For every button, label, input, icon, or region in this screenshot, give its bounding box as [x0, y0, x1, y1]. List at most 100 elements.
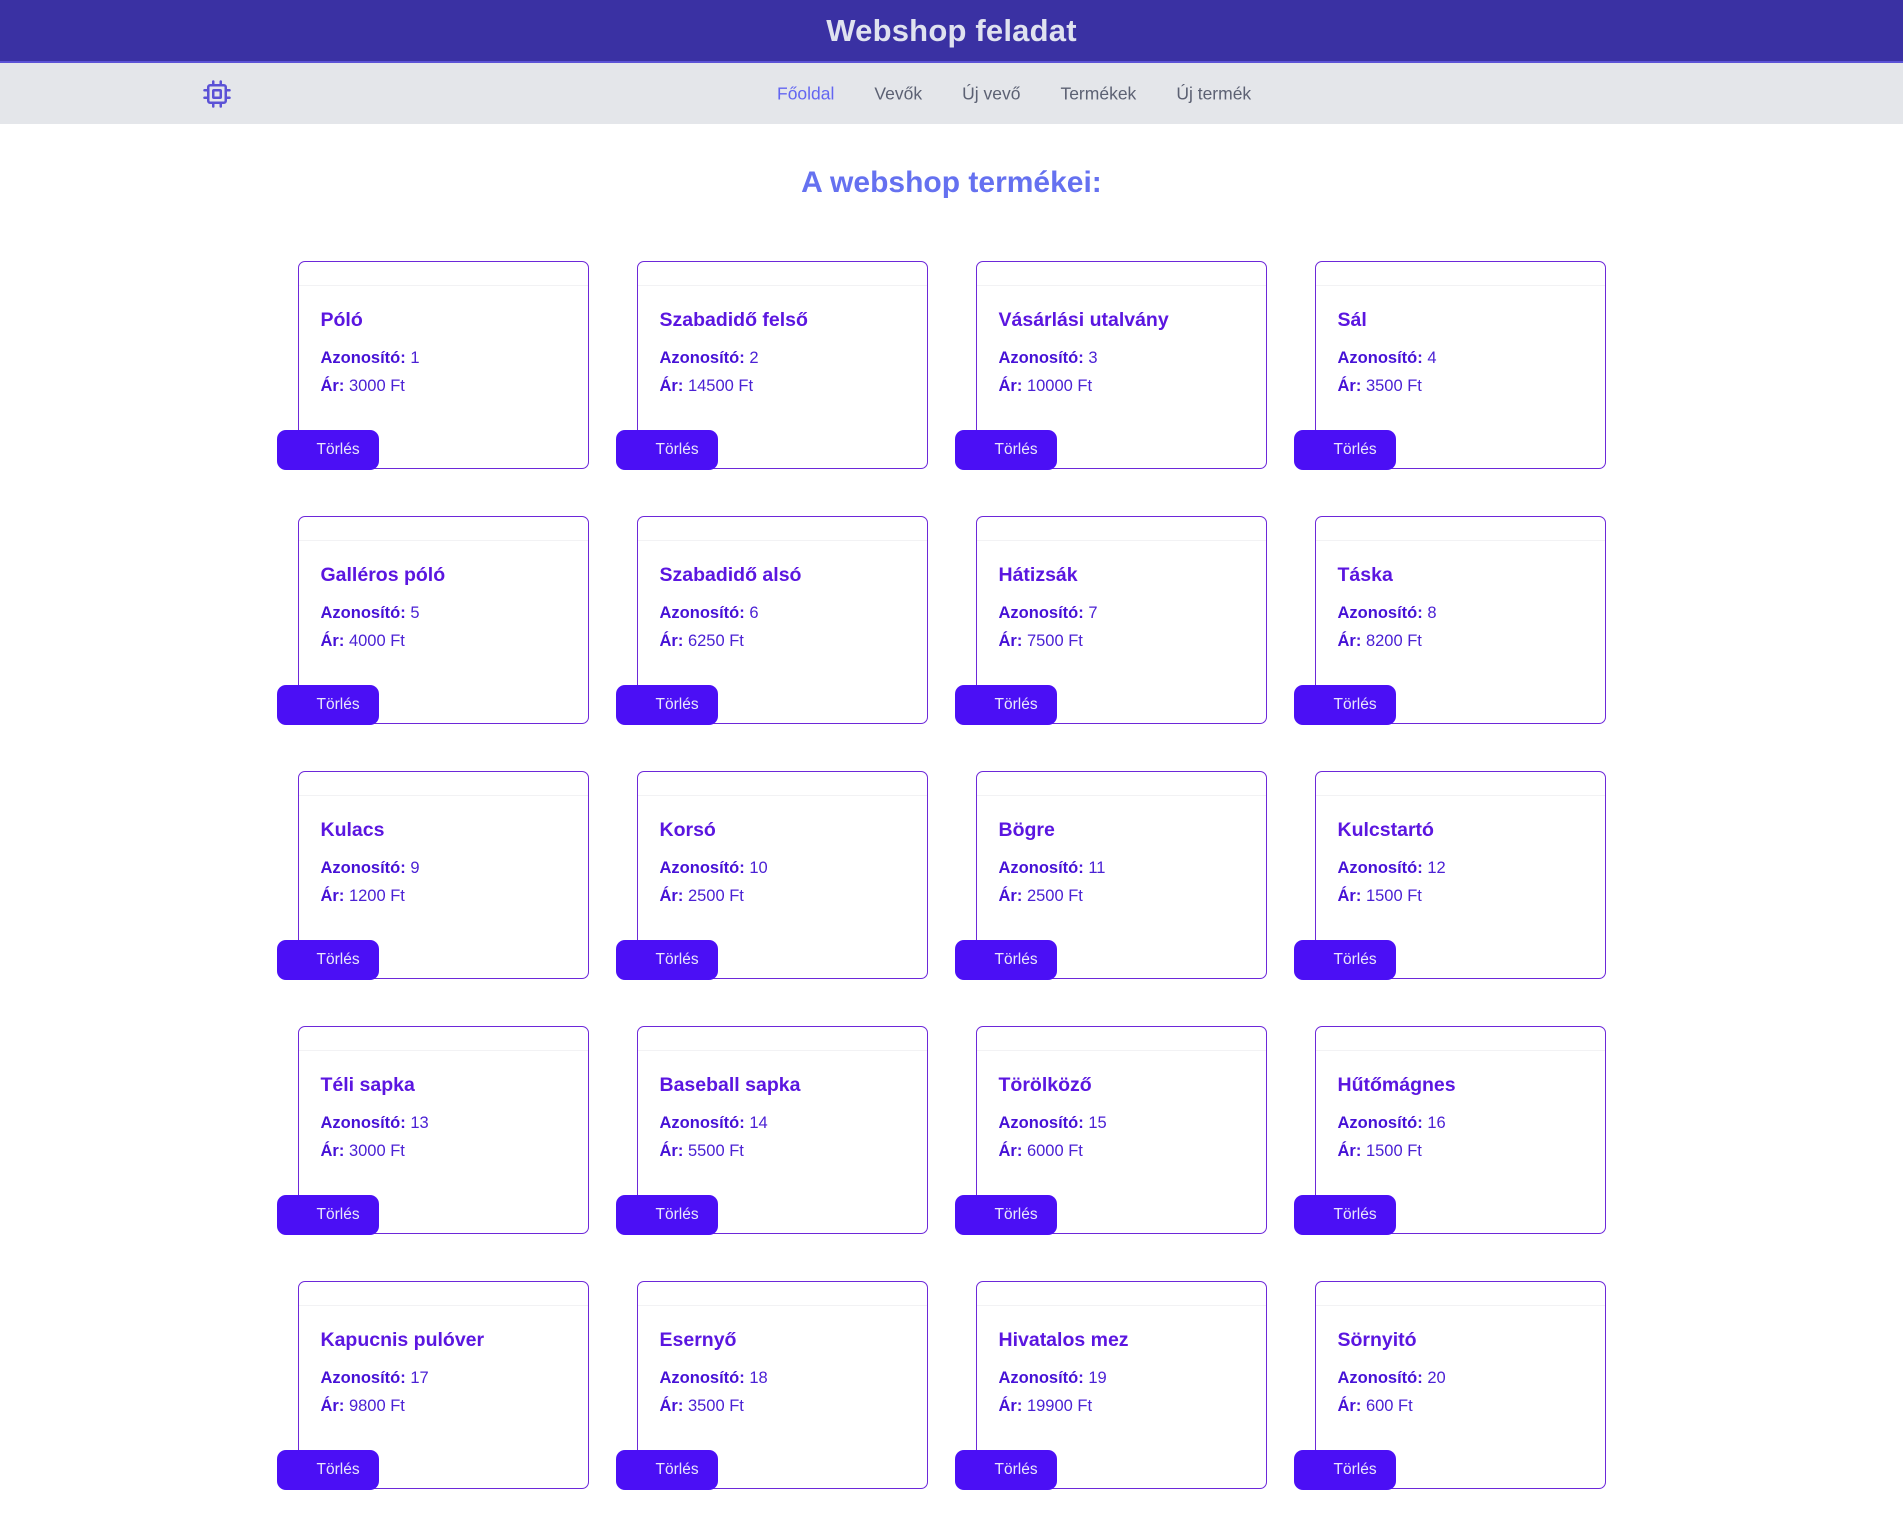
product-id-value: 15 — [1088, 1114, 1107, 1133]
product-card: Hátizsák Azonosító: 7 Ár: 7500 Ft Törlés — [954, 516, 1267, 725]
delete-product-button[interactable]: Törlés — [615, 1194, 718, 1235]
nav-link-3[interactable]: Termékek — [1060, 83, 1137, 103]
product-card: Kulacs Azonosító: 9 Ár: 1200 Ft Törlés — [276, 771, 589, 980]
product-id-line: Azonosító: 10 — [660, 857, 905, 881]
product-name: Vásárlási utalvány — [998, 309, 1169, 331]
product-price-value: 9800 Ft — [348, 1397, 405, 1416]
card-header — [1315, 1027, 1605, 1051]
nav-link-list: Főoldal Vevők Új vevő Termékek Új termék — [757, 83, 1271, 104]
product-name: Sörnyitó — [1337, 1329, 1417, 1351]
card-body: Bögre Azonosító: 11 Ár: 2500 Ft — [977, 796, 1266, 909]
product-id-value: 3 — [1088, 349, 1098, 368]
product-price-label: Ár: — [659, 887, 684, 906]
product-id-value: 17 — [410, 1369, 429, 1388]
delete-product-button[interactable]: Törlés — [1293, 939, 1396, 980]
product-id-label: Azonosító: — [1337, 604, 1423, 623]
nav-link-0[interactable]: Főoldal — [777, 83, 835, 103]
product-id-label: Azonosító: — [998, 604, 1084, 623]
product-id-label: Azonosító: — [998, 859, 1084, 878]
product-name: Kulacs — [320, 819, 385, 841]
product-name: Baseball sapka — [659, 1074, 801, 1096]
delete-product-button[interactable]: Törlés — [1293, 1194, 1396, 1235]
product-price-line: Ár: 2500 Ft — [999, 885, 1244, 909]
product-card: Sörnyitó Azonosító: 20 Ár: 600 Ft Törlés — [1293, 1281, 1606, 1490]
delete-product-button[interactable]: Törlés — [954, 684, 1057, 725]
delete-product-button[interactable]: Törlés — [276, 684, 379, 725]
product-id-label: Azonosító: — [320, 349, 406, 368]
product-id-line: Azonosító: 12 — [1338, 857, 1583, 881]
delete-product-button[interactable]: Törlés — [954, 1194, 1057, 1235]
product-name: Galléros póló — [320, 564, 446, 586]
product-name: Téli sapka — [320, 1074, 415, 1096]
brand-logo-link[interactable] — [202, 79, 232, 109]
product-id-label: Azonosító: — [1337, 1369, 1423, 1388]
product-price-label: Ár: — [998, 887, 1023, 906]
product-price-label: Ár: — [998, 632, 1023, 651]
product-id-line: Azonosító: 20 — [1338, 1367, 1583, 1391]
card-body: Hátizsák Azonosító: 7 Ár: 7500 Ft — [977, 541, 1266, 654]
card-header — [976, 772, 1266, 796]
product-card: Baseball sapka Azonosító: 14 Ár: 5500 Ft Tö… — [615, 1026, 928, 1235]
product-id-value: 6 — [749, 604, 759, 623]
product-price-line: Ár: 9800 Ft — [321, 1395, 566, 1419]
delete-product-button[interactable]: Törlés — [276, 939, 379, 980]
product-price-line: Ár: 3000 Ft — [321, 1140, 566, 1164]
card-header — [637, 1027, 927, 1051]
product-price-line: Ár: 6250 Ft — [660, 630, 905, 654]
nav-link-4[interactable]: Új termék — [1176, 83, 1252, 103]
product-id-value: 2 — [749, 349, 759, 368]
delete-product-button[interactable]: Törlés — [1293, 684, 1396, 725]
card-header — [976, 1282, 1266, 1306]
product-price-value: 600 Ft — [1365, 1397, 1413, 1416]
product-price-label: Ár: — [659, 632, 684, 651]
product-id-line: Azonosító: 3 — [999, 347, 1244, 371]
delete-product-button[interactable]: Törlés — [615, 939, 718, 980]
delete-product-button[interactable]: Törlés — [276, 1449, 379, 1490]
product-price-value: 6250 Ft — [687, 632, 744, 651]
delete-product-button[interactable]: Törlés — [954, 939, 1057, 980]
main-content: A webshop termékei: Póló Azonosító: 1 Ár: … — [0, 124, 1903, 1529]
product-price-line: Ár: 5500 Ft — [660, 1140, 905, 1164]
card-body: Kapucnis pulóver Azonosító: 17 Ár: 9800 Ft — [299, 1306, 588, 1419]
delete-product-button[interactable]: Törlés — [1293, 1449, 1396, 1490]
nav-link-2[interactable]: Új vevő — [962, 83, 1021, 103]
product-id-value: 18 — [749, 1369, 768, 1388]
product-price-label: Ár: — [320, 887, 345, 906]
product-id-line: Azonosító: 13 — [321, 1112, 566, 1136]
card-body: Szabadidő alsó Azonosító: 6 Ár: 6250 Ft — [638, 541, 927, 654]
card-header — [298, 517, 588, 541]
card-body: Sörnyitó Azonosító: 20 Ár: 600 Ft — [1316, 1306, 1605, 1419]
delete-product-button[interactable]: Törlés — [276, 1194, 379, 1235]
product-card: Vásárlási utalvány Azonosító: 3 Ár: 10000 … — [954, 261, 1267, 470]
product-name: Szabadidő felső — [659, 309, 808, 331]
product-price-label: Ár: — [1337, 887, 1362, 906]
card-body: Téli sapka Azonosító: 13 Ár: 3000 Ft — [299, 1051, 588, 1164]
card-header — [1315, 517, 1605, 541]
main-navbar: Főoldal Vevők Új vevő Termékek Új termék — [0, 63, 1903, 124]
card-header — [976, 262, 1266, 286]
product-id-line: Azonosító: 16 — [1338, 1112, 1583, 1136]
product-id-value: 8 — [1427, 604, 1437, 623]
product-id-value: 4 — [1427, 349, 1437, 368]
delete-product-button[interactable]: Törlés — [954, 429, 1057, 470]
delete-product-button[interactable]: Törlés — [615, 1449, 718, 1490]
product-card: Esernyő Azonosító: 18 Ár: 3500 Ft Törlés — [615, 1281, 928, 1490]
product-price-label: Ár: — [320, 1397, 345, 1416]
product-name: Sál — [1337, 309, 1367, 331]
product-price-value: 14500 Ft — [687, 377, 754, 396]
product-price-line: Ár: 19900 Ft — [999, 1395, 1244, 1419]
product-card: Törölköző Azonosító: 15 Ár: 6000 Ft Törlés — [954, 1026, 1267, 1235]
product-price-value: 2500 Ft — [1026, 887, 1083, 906]
product-price-label: Ár: — [659, 1142, 684, 1161]
delete-product-button[interactable]: Törlés — [1293, 429, 1396, 470]
product-id-label: Azonosító: — [998, 349, 1084, 368]
card-header — [298, 772, 588, 796]
delete-product-button[interactable]: Törlés — [954, 1449, 1057, 1490]
delete-product-button[interactable]: Törlés — [615, 684, 718, 725]
nav-link-1[interactable]: Vevők — [874, 83, 923, 103]
product-id-label: Azonosító: — [659, 1114, 745, 1133]
product-price-value: 3500 Ft — [1365, 377, 1422, 396]
delete-product-button[interactable]: Törlés — [615, 429, 718, 470]
app-title: Webshop feladat — [826, 13, 1077, 48]
delete-product-button[interactable]: Törlés — [276, 429, 379, 470]
